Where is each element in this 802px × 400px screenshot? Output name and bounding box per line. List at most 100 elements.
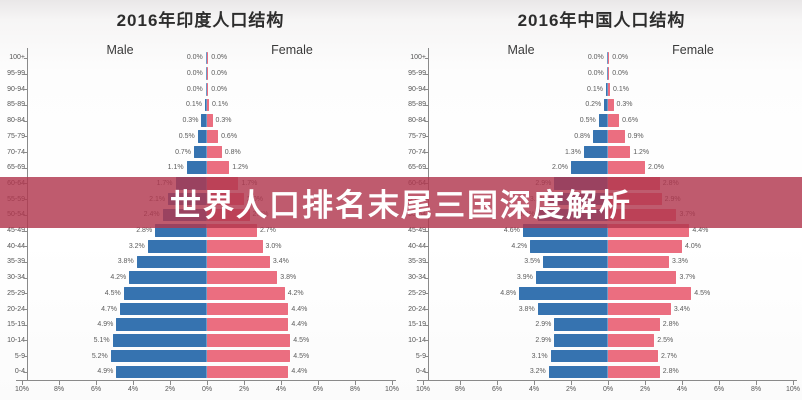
male-bar — [593, 130, 608, 143]
age-label: 25-29 — [7, 289, 25, 297]
age-label: 65-69 — [7, 164, 25, 172]
male-value-label: 4.6% — [503, 227, 520, 235]
female-bar — [207, 130, 219, 143]
male-bar — [606, 67, 608, 80]
female-value-label: 2.7% — [259, 227, 276, 235]
age-label: 10-14 — [408, 336, 426, 344]
x-axis-tick — [392, 381, 393, 385]
x-axis-tick-label: 8% — [349, 386, 361, 393]
male-value-label: 3.9% — [516, 274, 533, 282]
age-label: 90-94 — [7, 85, 25, 93]
y-axis-tick — [24, 309, 27, 311]
male-value-label: 0.0% — [186, 70, 203, 78]
female-bar — [608, 145, 631, 159]
male-bar — [543, 255, 608, 269]
male-value-label: 3.8% — [518, 305, 535, 313]
y-axis-tick — [24, 277, 27, 279]
male-bar — [194, 145, 207, 159]
age-label: 100+ — [9, 54, 25, 62]
female-bar — [207, 239, 263, 253]
female-value-label: 3.8% — [280, 274, 297, 282]
female-value-label: 0.6% — [622, 117, 639, 125]
male-value-label: 3.1% — [531, 352, 548, 360]
male-value-label: 3.2% — [529, 368, 546, 376]
male-value-label: 4.2% — [110, 274, 127, 282]
x-axis-tick — [460, 381, 461, 385]
female-value-label: 4.5% — [694, 289, 711, 297]
x-axis-tick-label: 0% — [201, 386, 213, 393]
female-bar — [207, 302, 289, 316]
y-axis-tick — [425, 277, 428, 279]
y-axis-tick — [24, 167, 27, 169]
x-axis-tick — [22, 381, 23, 385]
male-value-label: 2.0% — [552, 164, 568, 172]
male-value-label: 0.5% — [579, 117, 596, 125]
female-bar — [207, 287, 285, 300]
female-value-label: 2.8% — [662, 368, 679, 376]
male-value-label: 3.8% — [117, 258, 134, 266]
male-bar — [197, 130, 207, 143]
male-bar — [186, 161, 207, 175]
age-label: 95-99 — [408, 70, 426, 78]
age-label: 75-79 — [7, 132, 25, 140]
x-axis-tick-label: 6% — [713, 386, 725, 393]
female-bar — [608, 334, 655, 347]
male-value-label: 3.5% — [524, 258, 541, 266]
female-value-label: 2.8% — [662, 321, 679, 329]
x-axis-tick-label: 8% — [53, 386, 65, 393]
female-bar — [207, 271, 278, 284]
x-axis-tick — [756, 381, 757, 385]
age-label: 30-34 — [7, 274, 25, 282]
age-label: 70-74 — [408, 148, 426, 156]
female-bar — [608, 318, 660, 332]
male-value-label: 5.1% — [93, 336, 110, 344]
female-bar — [207, 82, 209, 96]
x-axis-tick-label: 4% — [127, 386, 139, 393]
male-bar — [110, 349, 207, 363]
male-value-label: 0.0% — [186, 85, 203, 93]
y-axis-tick — [425, 89, 428, 91]
male-bar — [519, 287, 608, 300]
x-axis-tick — [207, 381, 208, 385]
male-bar — [535, 271, 608, 284]
x-axis-tick — [423, 381, 424, 385]
male-value-label: 4.7% — [101, 305, 118, 313]
age-label: 20-24 — [7, 305, 25, 313]
male-value-label: 2.9% — [535, 336, 552, 344]
male-bar — [554, 318, 608, 332]
x-axis-tick-label: 4% — [275, 386, 287, 393]
male-bar — [205, 67, 207, 80]
age-label: 10-14 — [7, 336, 25, 344]
age-label: 5-9 — [415, 352, 426, 360]
male-series-label: Male — [507, 43, 535, 57]
x-axis-tick — [497, 381, 498, 385]
chart-title-india: 2016年印度人口结构 — [116, 11, 285, 30]
age-label: 80-84 — [7, 117, 25, 125]
male-value-label: 4.9% — [97, 368, 114, 376]
y-axis-tick — [24, 104, 27, 106]
x-axis-tick-label: 6% — [90, 386, 102, 393]
age-label: 95-99 — [7, 70, 25, 78]
y-axis-tick — [24, 73, 27, 75]
male-value-label: 3.2% — [128, 242, 145, 250]
female-bar — [608, 255, 670, 269]
female-bar — [207, 51, 209, 65]
female-value-label: 0.3% — [616, 101, 633, 109]
male-bar — [116, 318, 207, 332]
female-bar — [608, 82, 610, 96]
female-value-label: 2.5% — [657, 336, 674, 344]
male-bar — [205, 82, 207, 96]
age-label: 45-49 — [7, 227, 25, 235]
x-axis-tick — [170, 381, 171, 385]
x-axis-tick — [534, 381, 535, 385]
female-value-label: 0.6% — [221, 132, 238, 140]
female-bar — [608, 130, 625, 143]
male-bar — [554, 334, 608, 347]
male-value-label: 0.1% — [186, 101, 202, 109]
female-value-label: 4.4% — [291, 305, 308, 313]
male-value-label: 0.1% — [587, 85, 603, 93]
female-bar — [207, 318, 289, 332]
female-bar — [207, 161, 230, 175]
male-value-label: 5.2% — [91, 352, 108, 360]
y-axis-tick — [425, 261, 428, 263]
